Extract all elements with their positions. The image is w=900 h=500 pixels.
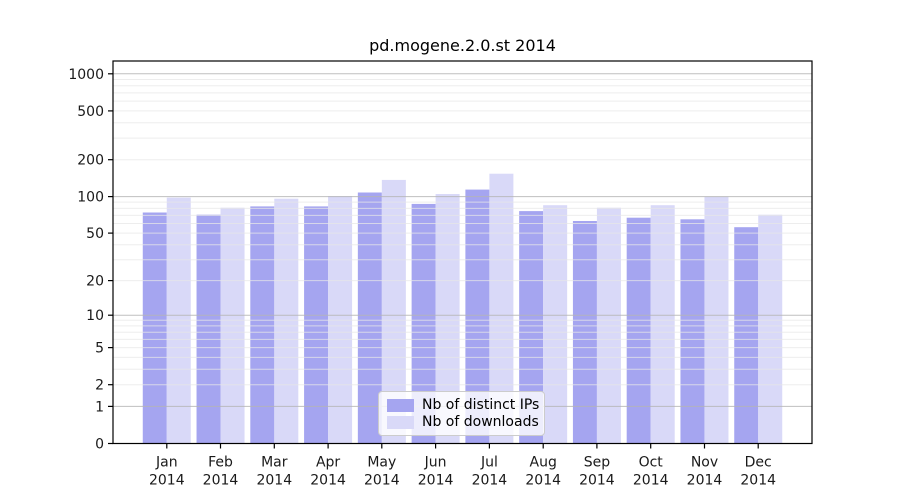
legend-label-distinct-ips: Nb of distinct IPs <box>422 397 540 413</box>
y-tick-label: 5 <box>95 341 104 357</box>
legend: Nb of distinct IPs Nb of downloads <box>378 391 545 436</box>
x-tick-label-year: 2014 <box>256 473 292 489</box>
bar-feb-distinct-ips <box>196 214 221 444</box>
y-tick-label: 100 <box>77 190 104 206</box>
x-tick-label-year: 2014 <box>310 473 346 489</box>
bar-dec-distinct-ips <box>734 227 759 444</box>
bar-jan-distinct-ips <box>142 212 167 444</box>
legend-label-downloads: Nb of downloads <box>422 414 539 430</box>
bar-may-distinct-ips <box>357 192 382 444</box>
grid-layer <box>113 73 812 407</box>
x-tick-label-month: Feb <box>208 455 233 471</box>
y-tick-label: 1 <box>95 399 104 415</box>
x-tick-label-year: 2014 <box>472 473 508 489</box>
x-tick-label-year: 2014 <box>579 473 615 489</box>
y-tick-label: 1000 <box>68 67 104 83</box>
x-tick-label-month: Jul <box>480 455 498 471</box>
bar-nov-distinct-ips <box>680 219 705 444</box>
bar-mar-downloads <box>274 198 299 444</box>
y-tick-label: 20 <box>86 274 104 290</box>
legend-swatch-distinct-ips <box>387 398 414 412</box>
x-tick-label-year: 2014 <box>740 473 776 489</box>
y-tick-label: 0 <box>95 437 104 453</box>
y-tick-label: 50 <box>86 226 104 242</box>
x-tick-label-month: May <box>367 455 396 471</box>
x-tick-label-month: Aug <box>530 455 557 471</box>
x-tick-label-year: 2014 <box>418 473 454 489</box>
y-tick-label: 500 <box>77 104 104 120</box>
bar-apr-distinct-ips <box>304 206 329 444</box>
bar-apr-downloads <box>328 196 353 444</box>
y-tick-label: 200 <box>77 153 104 169</box>
plot-border <box>112 60 813 445</box>
x-tick-label-year: 2014 <box>633 473 669 489</box>
bar-oct-distinct-ips <box>626 217 651 444</box>
axes-layer <box>108 60 813 449</box>
y-tick-label: 10 <box>86 308 104 324</box>
legend-item-downloads: Nb of downloads <box>387 414 539 430</box>
x-tick-label-month: Apr <box>316 455 340 471</box>
legend-item-distinct-ips: Nb of distinct IPs <box>387 397 540 413</box>
x-tick-label-month: Oct <box>639 455 664 471</box>
x-tick-label-year: 2014 <box>687 473 723 489</box>
tick-labels-layer: 0 1 2 5 10 20 50 100 200 500 1000 Jan 2014 Feb 2014 Mar… <box>68 67 776 489</box>
legend-swatch-downloads <box>387 415 414 429</box>
x-tick-label-month: Dec <box>745 455 772 471</box>
x-tick-label-month: Jun <box>424 455 447 471</box>
x-tick-label-month: Sep <box>584 455 611 471</box>
x-tick-label-month: Nov <box>691 455 718 471</box>
y-tick-label: 2 <box>95 378 104 394</box>
x-tick-label-year: 2014 <box>149 473 185 489</box>
bar-aug-downloads <box>543 205 568 444</box>
x-tick-label-month: Jan <box>155 455 178 471</box>
chart-title: pd.mogene.2.0.st 2014 <box>369 36 556 55</box>
x-tick-label-year: 2014 <box>364 473 400 489</box>
bar-dec-downloads <box>758 214 783 444</box>
x-tick-label-month: Mar <box>261 455 288 471</box>
x-tick-label-year: 2014 <box>525 473 561 489</box>
x-tick-label-year: 2014 <box>203 473 239 489</box>
bar-oct-downloads <box>650 205 675 444</box>
bar-mar-distinct-ips <box>250 206 275 444</box>
